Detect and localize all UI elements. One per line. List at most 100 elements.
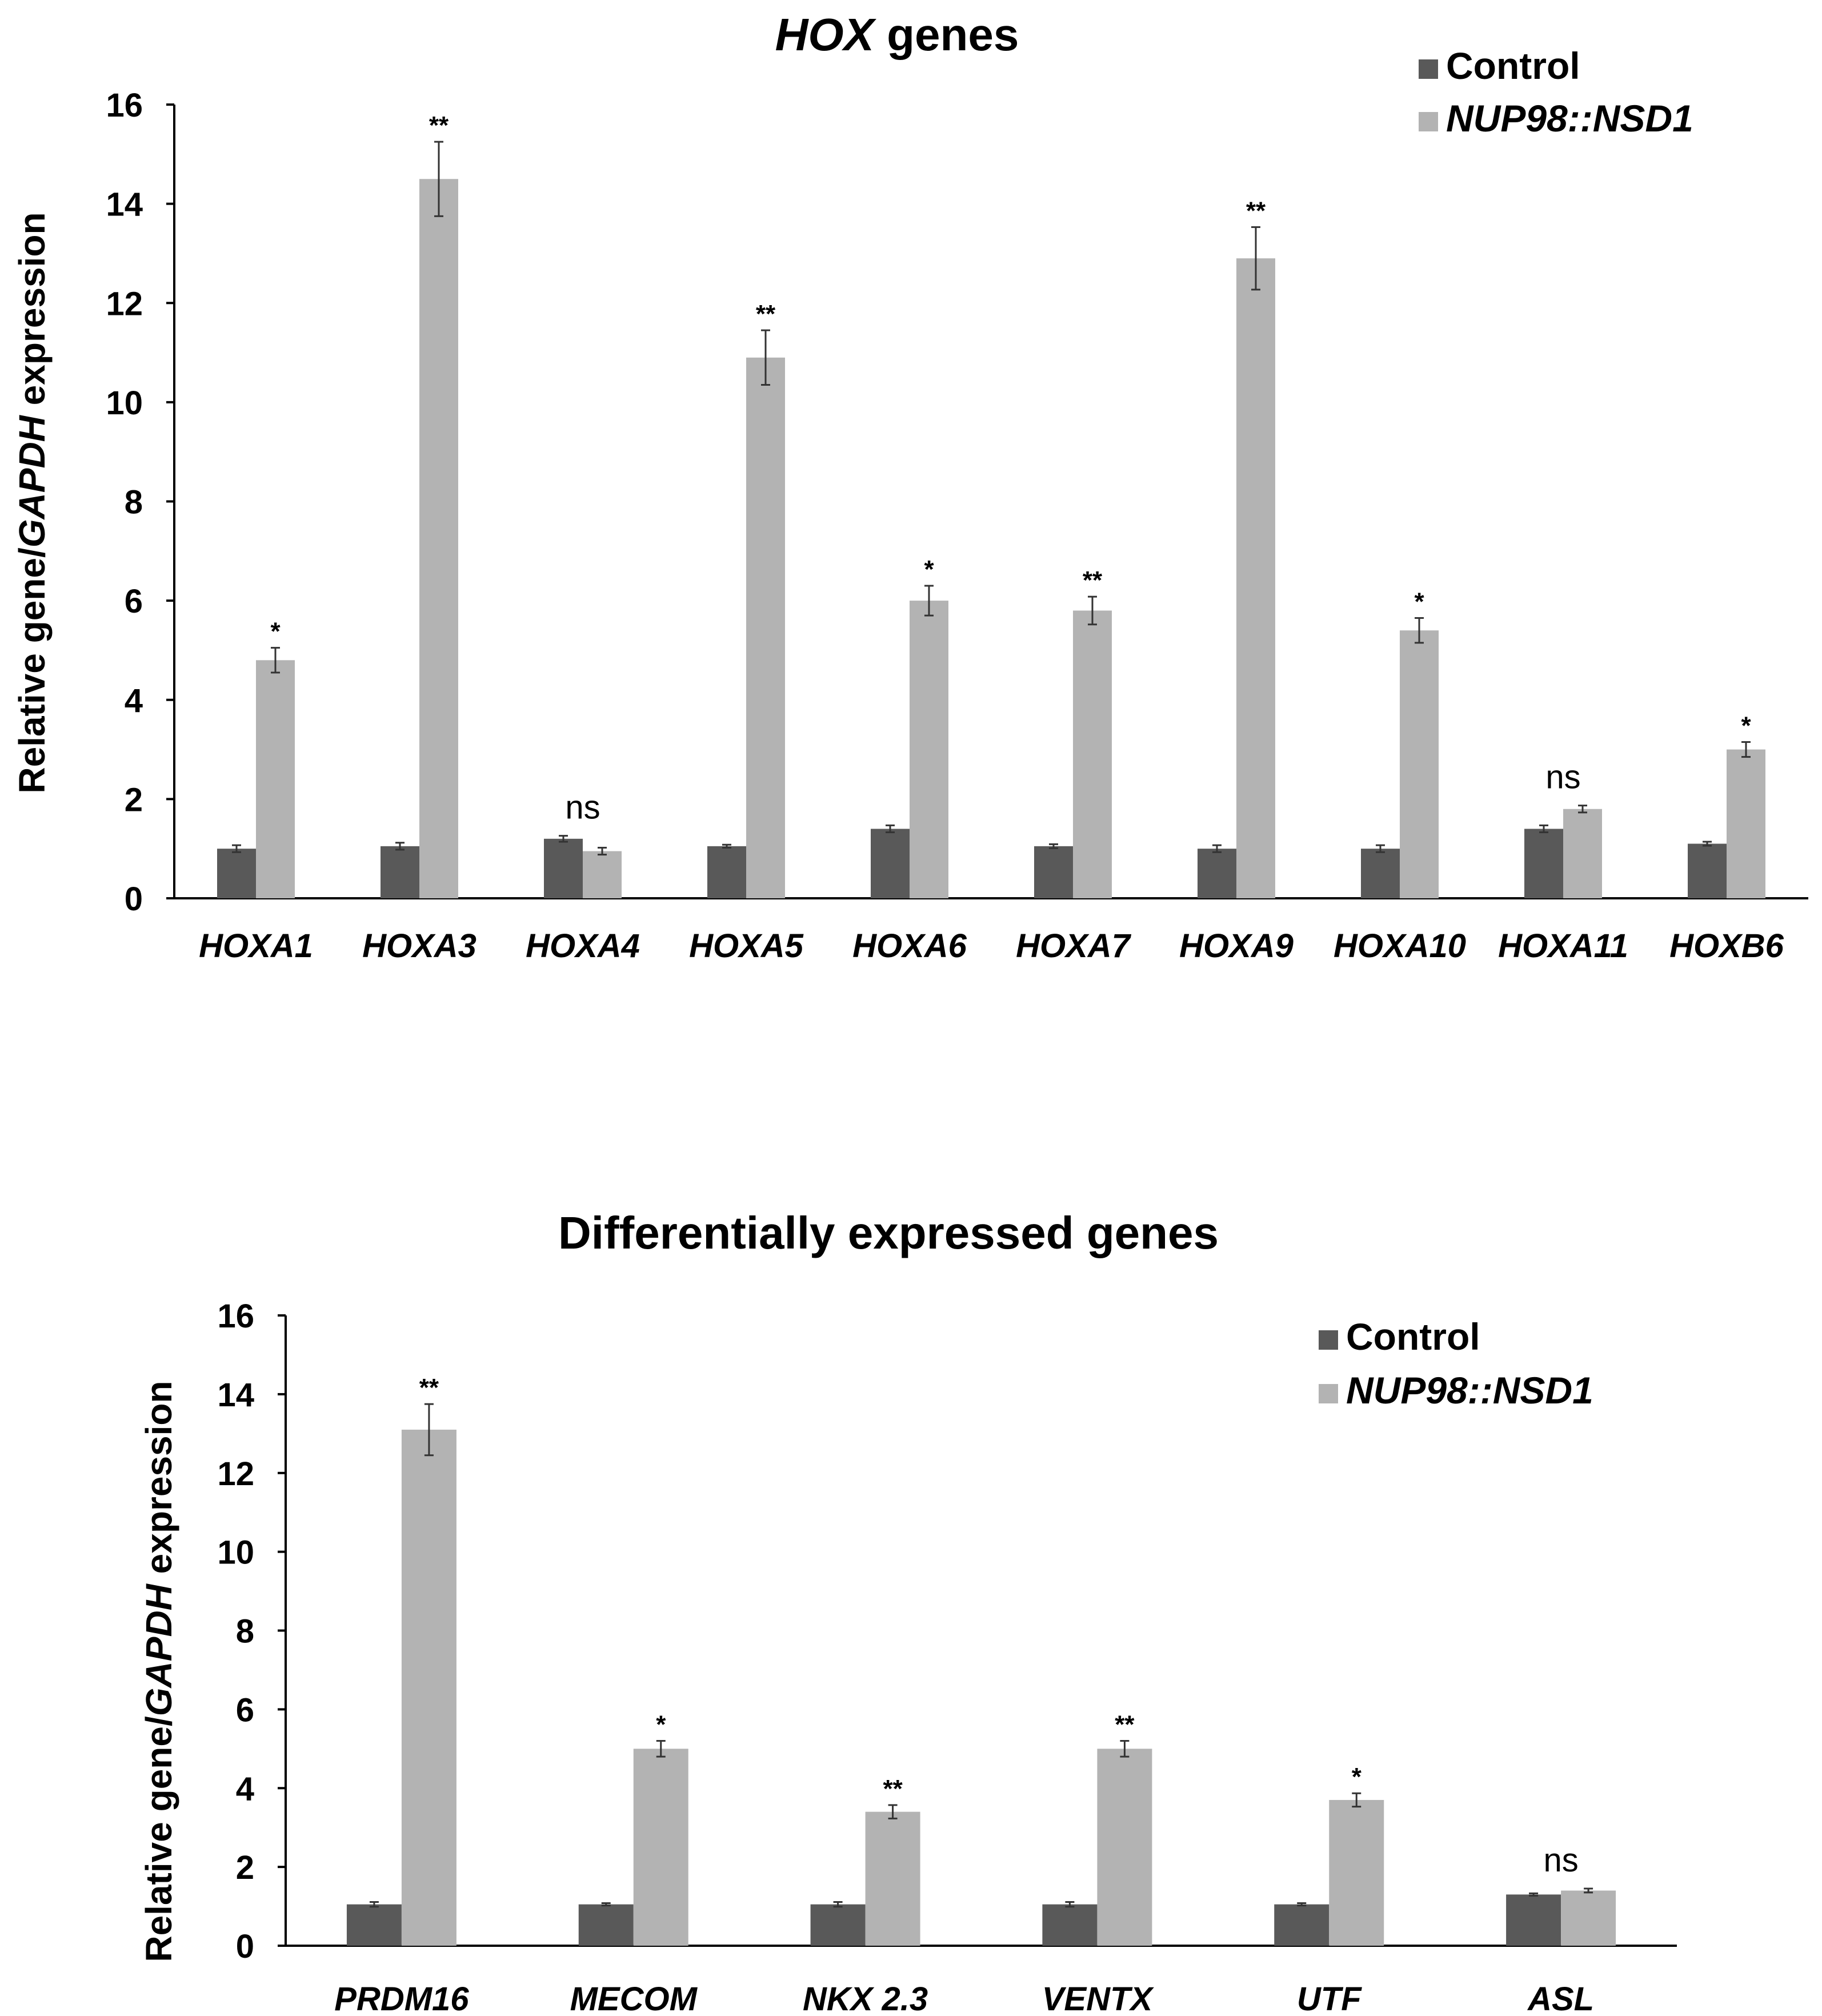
y-tick-label: 12 [217,1455,254,1493]
significance-label: ** [419,1374,439,1402]
bar-nup98-nsd1 [1400,630,1439,898]
y-tick-label: 4 [125,682,143,719]
significance-label: * [1352,1763,1362,1791]
bar-control [381,846,419,898]
x-tick-label: ASL [1527,1981,1594,2016]
legend-swatch [1319,1330,1338,1350]
significance-label: ** [1115,1711,1135,1739]
chart-title: Differentially expressed genes [558,1207,1219,1258]
bar-control [1506,1894,1561,1946]
y-tick-label: 6 [125,583,143,620]
y-tick-label: 10 [106,385,143,422]
bar-control [1042,1904,1098,1946]
chart-title-part: genes [874,9,1019,60]
significance-label: * [924,555,934,583]
bar-nup98-nsd1 [746,357,785,898]
chart-1: HOX genes Relative gene/GAPDH expression 0… [11,9,1808,965]
significance-label: ns [565,789,600,826]
significance-label: ns [1543,1842,1578,1879]
bar-nup98-nsd1 [583,851,622,898]
chart-title: HOX genes [775,9,1019,60]
x-tick-label: PRDM16 [334,1981,469,2016]
bar-control [217,849,256,898]
significance-label: * [1414,588,1424,616]
x-tick-label: HOXA5 [689,927,804,965]
x-tick-label: UTF [1297,1981,1362,2016]
y-tick-label: 0 [236,1928,254,1965]
x-tick-label: HOXA3 [362,927,476,965]
bar-nup98-nsd1 [1561,1890,1616,1946]
x-tick-label: HOXA11 [1498,927,1628,965]
legend-label: NUP98::NSD1 [1446,97,1693,139]
bar-control [1274,1904,1330,1946]
y-tick-label: 2 [125,781,143,818]
legend-swatch [1319,1384,1338,1403]
x-tick-label: HOXA9 [1179,927,1294,965]
chart-2: Differentially expressed genes Relative g… [138,1207,1677,2016]
bar-nup98-nsd1 [633,1749,688,1946]
y-axis-label-part: GAPDH [138,1583,179,1716]
y-axis-label-part: GAPDH [11,414,53,547]
bar-nup98-nsd1 [419,179,458,898]
y-tick-label: 4 [236,1770,254,1807]
y-axis-label-part: Relative gene/ [11,547,53,794]
y-tick-label: 2 [236,1849,254,1886]
bar-nup98-nsd1 [401,1429,456,1946]
y-tick-label: 8 [125,484,143,521]
bar-control [578,1904,634,1946]
legend-swatch [1419,112,1438,131]
significance-label: * [270,618,281,646]
x-tick-label: HOXA6 [852,927,967,965]
bar-control [1361,849,1400,898]
legend-label: Control [1346,1315,1480,1358]
y-tick-label: 16 [106,87,143,124]
x-tick-label: HOXB6 [1669,927,1784,965]
y-axis-label-part: Relative gene/ [138,1716,179,1962]
bar-nup98-nsd1 [865,1811,920,1946]
significance-label: ** [429,111,449,139]
bar-control [871,829,910,898]
x-tick-label: NKX 2.3 [803,1981,928,2016]
legend-swatch [1419,59,1438,79]
legend-label: Control [1446,45,1580,87]
x-tick-label: HOXA1 [199,927,313,965]
y-tick-label: 16 [217,1298,254,1335]
bar-control [544,838,583,898]
bar-nup98-nsd1 [1329,1799,1384,1946]
significance-label: * [1741,712,1751,740]
bar-nup98-nsd1 [1073,610,1112,898]
y-axis-label-part: expression [11,212,53,415]
bar-nup98-nsd1 [1727,749,1765,898]
bar-control [1524,829,1563,898]
y-tick-label: 0 [125,881,143,918]
x-tick-label: HOXA10 [1334,927,1466,965]
y-tick-label: 14 [106,186,143,223]
significance-label: ** [756,300,776,328]
bar-control [346,1904,402,1946]
y-tick-label: 14 [217,1377,254,1414]
bar-nup98-nsd1 [256,660,295,898]
y-tick-label: 6 [236,1691,254,1729]
chart-title-part: Differentially expressed genes [558,1207,1219,1258]
bar-control [1688,843,1727,898]
significance-label: ** [1246,197,1266,225]
bar-nup98-nsd1 [910,601,948,898]
x-tick-label: HOXA4 [526,927,640,965]
bar-nup98-nsd1 [1563,809,1602,898]
y-tick-label: 8 [236,1613,254,1650]
bar-control [1034,846,1073,898]
significance-label: ns [1545,759,1580,796]
significance-label: * [656,1711,666,1739]
y-axis-label-part: expression [138,1381,179,1584]
y-tick-label: 12 [106,285,143,322]
x-tick-label: MECOM [570,1981,698,2016]
legend-label: NUP98::NSD1 [1346,1369,1593,1411]
x-tick-label: HOXA7 [1016,927,1132,965]
y-tick-label: 10 [217,1534,254,1571]
y-axis-label: Relative gene/GAPDH expression [138,1381,179,1962]
bar-control [810,1904,866,1946]
y-axis-label: Relative gene/GAPDH expression [11,212,53,793]
significance-label: ** [1083,566,1103,594]
